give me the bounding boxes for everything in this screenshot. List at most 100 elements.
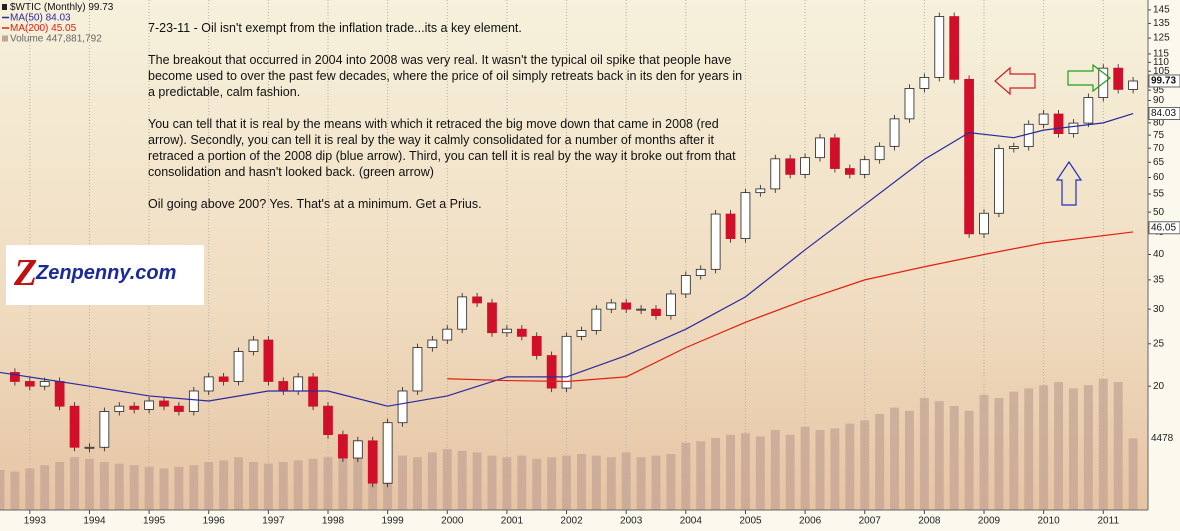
- volume-bar: [651, 455, 661, 510]
- volume-bar: [114, 463, 124, 510]
- volume-bar: [263, 463, 273, 510]
- candle-body: [412, 347, 423, 392]
- logo: Z Zenpenny.com: [6, 245, 204, 305]
- candle-body: [666, 293, 676, 316]
- volume-bar: [427, 452, 437, 510]
- volume-bar: [800, 426, 810, 510]
- price-tag-box: [1148, 107, 1180, 121]
- candle-body: [159, 400, 169, 407]
- volume-bar: [457, 450, 467, 510]
- y-tick-label: 145: [1153, 5, 1170, 16]
- blue-arrow: [1055, 160, 1083, 206]
- volume-bar: [219, 460, 229, 510]
- candle-body: [69, 405, 80, 448]
- volume-bar: [621, 452, 631, 510]
- volume-bar: [830, 428, 840, 510]
- legend-value: 45.05: [51, 23, 76, 34]
- volume-bar: [1128, 438, 1138, 510]
- volume-bar: [740, 433, 750, 510]
- price-tag-box: [1148, 221, 1180, 235]
- volume-bar: [890, 407, 900, 510]
- candle-body: [621, 302, 632, 310]
- volume-bar: [576, 454, 586, 510]
- candle-body: [889, 118, 900, 147]
- volume-bar: [1024, 388, 1034, 510]
- candle-body: [919, 77, 930, 89]
- candle-body: [1068, 122, 1079, 134]
- candle-body: [546, 355, 557, 389]
- volume-bar: [964, 410, 974, 510]
- candle-body: [174, 405, 184, 412]
- x-tick-label: 2005: [739, 516, 762, 527]
- volume-bar: [994, 398, 1004, 510]
- candle-body: [651, 308, 661, 316]
- volume-bar: [278, 462, 288, 510]
- candle-body: [830, 137, 840, 169]
- annotation-paragraph: Oil going above 200? Yes. That's at a mi…: [148, 197, 482, 211]
- volume-bar: [711, 438, 721, 510]
- y-tick-label: 55: [1153, 189, 1165, 200]
- candle-body: [129, 405, 140, 410]
- volume-bar: [1054, 382, 1064, 510]
- candle-body: [755, 188, 766, 194]
- y-tick-label: 115: [1153, 49, 1169, 60]
- volume-bar: [412, 457, 422, 510]
- candle-body: [964, 78, 974, 235]
- candle-body: [24, 381, 35, 387]
- candle-body: [278, 381, 289, 392]
- annotation-paragraph: 7-23-11 - Oil isn't exempt from the infl…: [148, 21, 522, 35]
- legend-name: $WTIC (Monthly): [10, 2, 86, 13]
- legend-label: $WTIC (Monthly) 99.73: [10, 2, 114, 13]
- x-tick-label: 2001: [501, 516, 524, 527]
- volume-bar: [755, 436, 765, 510]
- candle-body: [576, 330, 587, 337]
- volume-bar: [949, 406, 959, 510]
- candle-body: [442, 328, 453, 341]
- candle-body: [1083, 97, 1094, 124]
- volume-bar: [562, 455, 572, 510]
- candle-body: [99, 411, 110, 448]
- volume-bar: [398, 455, 408, 510]
- volume-bar: [189, 465, 199, 510]
- y-tick-label: 30: [1153, 304, 1165, 315]
- legend-swatch: [2, 35, 8, 42]
- candle-body: [84, 446, 95, 449]
- volume-bar: [234, 457, 244, 510]
- candle-body: [531, 335, 542, 356]
- candle-body: [218, 376, 229, 382]
- candle-body: [695, 268, 706, 276]
- candle-body: [770, 158, 781, 190]
- candle-body: [457, 296, 468, 330]
- volume-bar: [204, 462, 214, 510]
- price-tag: 84.03: [1151, 108, 1176, 119]
- candle-body: [502, 328, 512, 334]
- candle-body: [680, 275, 691, 295]
- y-tick-label: 35: [1153, 275, 1165, 286]
- candle-body: [203, 376, 214, 392]
- candle-body: [859, 159, 870, 175]
- x-tick-label: 2009: [978, 516, 1001, 527]
- volume-bar: [323, 457, 333, 510]
- volume-bar: [40, 465, 50, 510]
- x-tick-label: 1998: [322, 516, 345, 527]
- volume-bar: [70, 457, 80, 510]
- y-tick-label: 80: [1153, 117, 1165, 128]
- logo-text: Zenpenny.com: [36, 262, 177, 284]
- volume-bar: [99, 462, 109, 510]
- volume-bar: [1083, 385, 1093, 510]
- volume-bar: [547, 457, 557, 510]
- price-tag-box: [1148, 74, 1180, 88]
- volume-bar: [1009, 391, 1019, 510]
- volume-bar: [919, 398, 929, 510]
- y-tick-label: 105: [1153, 66, 1170, 77]
- legend-value: 84.03: [46, 12, 71, 23]
- y-tick-label: 125: [1153, 33, 1170, 44]
- x-tick-label: 2008: [918, 516, 941, 527]
- volume-bar: [1068, 388, 1078, 510]
- volume-bar: [875, 414, 885, 510]
- x-tick-label: 2003: [620, 516, 643, 527]
- x-tick-label: 1999: [382, 516, 405, 527]
- moving-average: [447, 231, 1134, 383]
- y-tick-label: 135: [1153, 18, 1170, 29]
